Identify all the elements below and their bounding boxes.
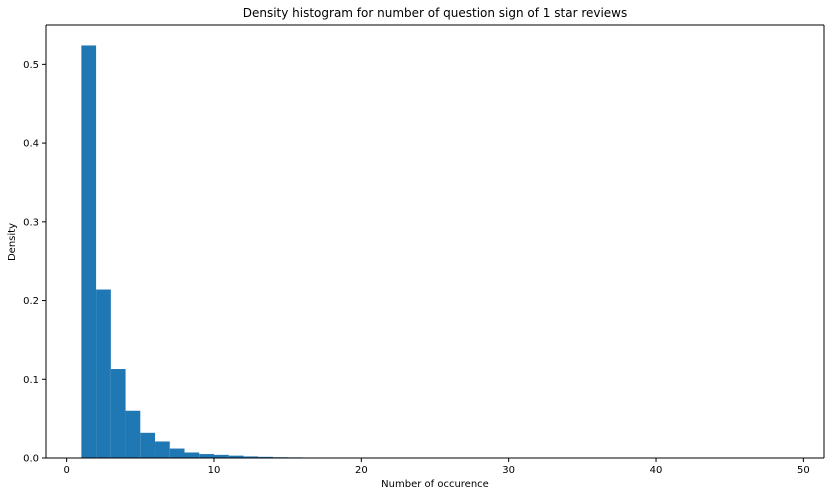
y-axis-ticks: 0.0 0.1 0.2 0.3 0.4 0.5 xyxy=(23,60,46,465)
histogram-bar xyxy=(213,454,229,458)
bars-group xyxy=(81,45,362,459)
histogram-bar xyxy=(199,454,214,458)
y-tick-label: 0.4 xyxy=(23,139,39,150)
x-tick-label: 40 xyxy=(650,465,663,476)
x-tick-label: 30 xyxy=(502,465,515,476)
chart-title: Density histogram for number of question… xyxy=(243,6,628,20)
histogram-bar xyxy=(110,369,126,458)
x-tick-label: 0 xyxy=(63,465,69,476)
y-tick-label: 0.5 xyxy=(23,60,39,71)
y-axis-title: Density xyxy=(7,223,18,261)
x-axis-title: Number of occurence xyxy=(381,479,489,490)
histogram-bar xyxy=(243,456,259,458)
histogram-bar xyxy=(155,441,170,458)
histogram-bar xyxy=(125,410,141,458)
histogram-bar xyxy=(81,45,97,459)
x-tick-label: 10 xyxy=(208,465,221,476)
histogram-bar xyxy=(228,455,244,458)
histogram-bar xyxy=(140,432,156,458)
histogram-bar xyxy=(96,289,111,458)
y-tick-label: 0.3 xyxy=(23,217,39,228)
histogram-bar xyxy=(258,456,273,458)
y-tick-label: 0.1 xyxy=(23,375,39,386)
y-tick-label: 0.2 xyxy=(23,296,39,307)
histogram-bar xyxy=(169,448,185,458)
x-axis-ticks: 0 10 20 30 40 50 xyxy=(63,458,810,476)
x-tick-label: 50 xyxy=(797,465,810,476)
x-tick-label: 20 xyxy=(355,465,368,476)
histogram-bar xyxy=(184,452,200,458)
axes-group xyxy=(45,24,825,459)
y-tick-label: 0.0 xyxy=(23,454,39,465)
